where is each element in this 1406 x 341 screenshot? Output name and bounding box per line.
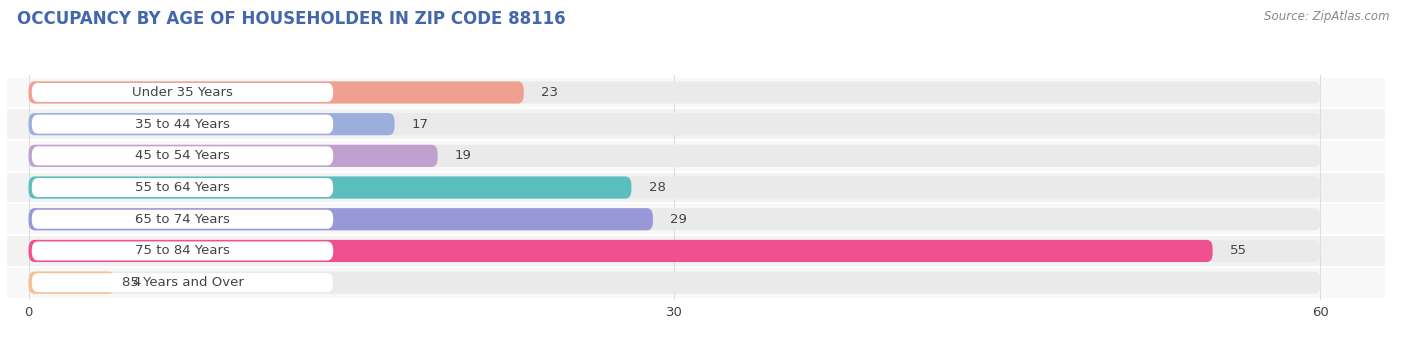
FancyBboxPatch shape [28, 145, 1320, 167]
FancyBboxPatch shape [28, 176, 1320, 199]
FancyBboxPatch shape [7, 173, 1385, 203]
FancyBboxPatch shape [28, 240, 1320, 262]
FancyBboxPatch shape [7, 236, 1385, 266]
FancyBboxPatch shape [32, 273, 333, 292]
Text: 65 to 74 Years: 65 to 74 Years [135, 213, 231, 226]
Text: 45 to 54 Years: 45 to 54 Years [135, 149, 231, 162]
FancyBboxPatch shape [7, 204, 1385, 234]
FancyBboxPatch shape [28, 145, 437, 167]
FancyBboxPatch shape [28, 208, 1320, 230]
Text: 55: 55 [1230, 244, 1247, 257]
FancyBboxPatch shape [7, 77, 1385, 107]
Text: Source: ZipAtlas.com: Source: ZipAtlas.com [1264, 10, 1389, 23]
FancyBboxPatch shape [7, 268, 1385, 298]
Text: Under 35 Years: Under 35 Years [132, 86, 233, 99]
FancyBboxPatch shape [28, 176, 631, 199]
FancyBboxPatch shape [28, 81, 1320, 104]
Text: 19: 19 [456, 149, 472, 162]
Text: 28: 28 [648, 181, 665, 194]
FancyBboxPatch shape [32, 115, 333, 134]
FancyBboxPatch shape [32, 241, 333, 261]
Text: OCCUPANCY BY AGE OF HOUSEHOLDER IN ZIP CODE 88116: OCCUPANCY BY AGE OF HOUSEHOLDER IN ZIP C… [17, 10, 565, 28]
Text: 29: 29 [671, 213, 688, 226]
Text: 35 to 44 Years: 35 to 44 Years [135, 118, 231, 131]
FancyBboxPatch shape [32, 178, 333, 197]
Text: 75 to 84 Years: 75 to 84 Years [135, 244, 231, 257]
Text: 4: 4 [132, 276, 141, 289]
FancyBboxPatch shape [28, 240, 1213, 262]
Text: 85 Years and Over: 85 Years and Over [121, 276, 243, 289]
FancyBboxPatch shape [28, 81, 524, 104]
FancyBboxPatch shape [7, 141, 1385, 171]
FancyBboxPatch shape [7, 109, 1385, 139]
Text: 23: 23 [541, 86, 558, 99]
FancyBboxPatch shape [28, 113, 395, 135]
FancyBboxPatch shape [32, 210, 333, 229]
Text: 55 to 64 Years: 55 to 64 Years [135, 181, 231, 194]
FancyBboxPatch shape [28, 208, 652, 230]
FancyBboxPatch shape [32, 146, 333, 165]
FancyBboxPatch shape [32, 83, 333, 102]
FancyBboxPatch shape [28, 113, 1320, 135]
Text: 17: 17 [412, 118, 429, 131]
FancyBboxPatch shape [28, 271, 115, 294]
FancyBboxPatch shape [28, 271, 1320, 294]
